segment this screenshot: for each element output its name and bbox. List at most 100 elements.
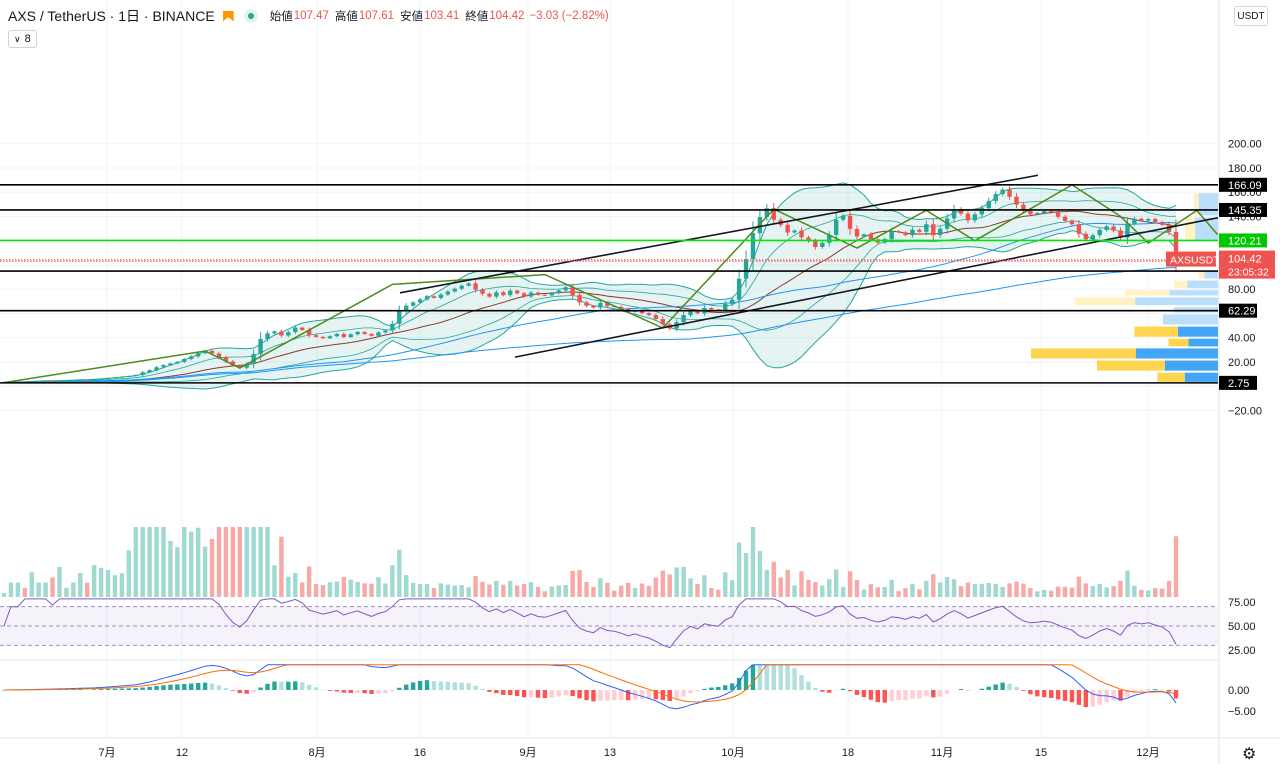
candle-body xyxy=(938,228,943,236)
volume-bar xyxy=(709,588,714,597)
macd-histogram-bar xyxy=(577,690,582,699)
rsi-line xyxy=(3,598,1177,649)
macd-pane xyxy=(0,664,1280,739)
candle-body xyxy=(1055,212,1061,217)
volume-bar xyxy=(570,570,575,597)
candle-body xyxy=(847,215,853,229)
low-value: 103.41 xyxy=(424,10,460,22)
candle-body xyxy=(806,237,811,242)
candle-body xyxy=(1132,218,1137,224)
volume-bar xyxy=(1118,580,1123,597)
macd-histogram-bar xyxy=(847,690,853,692)
macd-histogram-bar xyxy=(598,690,603,701)
high-value: 107.61 xyxy=(358,10,395,22)
volume-bar xyxy=(1035,591,1040,597)
candle-body xyxy=(209,350,215,354)
volume-bar xyxy=(258,527,263,597)
macd-histogram-bar xyxy=(306,684,312,690)
macd-histogram-bar xyxy=(431,680,437,690)
macd-histogram-bar xyxy=(542,690,548,698)
price-level-value: 2.75 xyxy=(1228,378,1249,390)
gear-icon[interactable]: ⚙ xyxy=(1242,746,1257,763)
candle-body xyxy=(688,310,693,316)
macd-histogram-bar xyxy=(688,690,693,694)
candle-body xyxy=(133,374,138,377)
candle-body xyxy=(1069,220,1075,225)
close-value: 104.42 xyxy=(489,10,525,22)
macd-histogram-bar xyxy=(258,687,263,690)
volume-bar xyxy=(577,570,582,597)
symbol-title[interactable]: AXS / TetherUS · 1日 · BINANCE xyxy=(8,8,215,24)
macd-histogram-bar xyxy=(313,687,319,690)
candle-body xyxy=(986,200,991,209)
profile-sell xyxy=(1193,193,1199,216)
volume-bar xyxy=(1097,584,1102,597)
candle-body xyxy=(29,381,34,383)
macd-histogram-bar xyxy=(1097,690,1102,705)
candle-body xyxy=(237,365,242,368)
candle-body xyxy=(556,290,561,294)
volume-bar xyxy=(910,583,915,597)
volume-bar xyxy=(625,582,631,597)
macd-histogram-bar xyxy=(674,690,679,700)
close-label: 終値 xyxy=(465,11,489,23)
macd-histogram-bar xyxy=(473,685,478,690)
macd-histogram-bar xyxy=(1166,690,1172,692)
indicator-toggle-button[interactable]: ∨ 8 xyxy=(8,30,37,48)
macd-histogram-bar xyxy=(327,690,333,691)
candle-body xyxy=(854,228,860,237)
candle-body xyxy=(1090,235,1095,240)
macd-histogram-bar xyxy=(161,685,166,690)
zigzag-line xyxy=(3,184,1219,384)
macd-histogram-bar xyxy=(265,683,270,690)
volume-bar xyxy=(154,527,159,597)
volume-bar xyxy=(98,567,104,597)
macd-histogram-bar xyxy=(639,690,645,700)
macd-histogram-bar xyxy=(993,684,998,690)
market-status-icon xyxy=(243,9,258,23)
macd-histogram-bar xyxy=(840,688,846,690)
candle-body xyxy=(71,380,76,382)
bollinger-fill xyxy=(4,182,1176,389)
price-tick-label: −20.00 xyxy=(1228,405,1262,417)
macd-histogram-bar xyxy=(140,687,145,690)
time-tick-label: 13 xyxy=(604,747,616,759)
currency-button[interactable]: USDT xyxy=(1234,6,1268,26)
indicator-count: 8 xyxy=(24,33,31,45)
candle-body xyxy=(341,333,347,337)
macd-histogram-bar xyxy=(424,680,430,690)
volume-bar xyxy=(993,583,998,597)
volume-bar xyxy=(1055,586,1061,597)
open-label: 始値 xyxy=(269,11,293,23)
volume-bar xyxy=(202,546,208,597)
profile-sell xyxy=(1168,338,1189,347)
macd-histogram-bar xyxy=(341,690,347,693)
candle-body xyxy=(896,231,901,233)
signal-line xyxy=(4,664,1177,703)
volume-bar xyxy=(743,553,749,597)
volume-bar xyxy=(598,578,603,597)
profile-buy xyxy=(1184,372,1218,382)
open-value: 107.47 xyxy=(293,10,329,22)
volume-bar xyxy=(168,540,173,597)
profile-buy xyxy=(1164,360,1218,371)
volume-bar xyxy=(91,565,97,597)
volume-bar xyxy=(1076,576,1082,597)
candle-body xyxy=(265,333,270,340)
volume-bar xyxy=(674,567,679,597)
candle-body xyxy=(1125,223,1130,238)
candle-body xyxy=(327,336,333,339)
macd-histogram-bar xyxy=(903,690,908,701)
candle-body xyxy=(459,285,464,289)
macd-histogram-bar xyxy=(355,690,360,693)
flag-icon[interactable] xyxy=(222,10,234,22)
volume-bar xyxy=(1021,583,1026,597)
time-tick-label: 15 xyxy=(1035,747,1047,759)
volume-bar xyxy=(216,527,222,597)
candle-body xyxy=(216,353,222,358)
volume-bar xyxy=(1028,588,1033,597)
volume-bar xyxy=(334,581,340,597)
macd-histogram-bar xyxy=(1,690,7,691)
candle-body xyxy=(410,302,416,306)
